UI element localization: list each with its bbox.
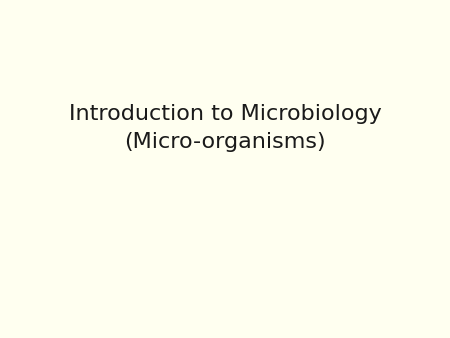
Text: Introduction to Microbiology
(Micro-organisms): Introduction to Microbiology (Micro-orga… [68,104,382,152]
